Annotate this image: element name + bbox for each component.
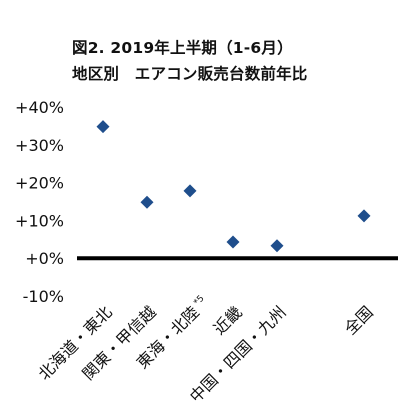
- y-tick-label: -10%: [23, 287, 64, 306]
- y-tick-label: +0%: [25, 249, 64, 268]
- x-category-group: 全国: [341, 302, 377, 338]
- chart-subtitle: 地区別 エアコン販売台数前年比: [72, 65, 308, 83]
- y-tick-label: +40%: [15, 98, 64, 117]
- y-tick-label: +10%: [15, 211, 64, 230]
- chart-title: 図2. 2019年上半期（1-6月）: [72, 39, 293, 57]
- x-category-group: 近畿: [210, 302, 246, 338]
- y-tick-label: +20%: [15, 174, 64, 193]
- data-point: [226, 235, 240, 249]
- data-point: [140, 195, 154, 209]
- data-point: [270, 239, 284, 253]
- x-category-footnote: *5: [192, 294, 206, 308]
- y-tick-label: +30%: [15, 136, 64, 155]
- x-category-label: 近畿: [210, 302, 246, 338]
- data-point: [96, 120, 110, 134]
- data-point: [183, 184, 197, 198]
- data-point: [357, 209, 371, 223]
- x-category-label: 全国: [341, 302, 377, 338]
